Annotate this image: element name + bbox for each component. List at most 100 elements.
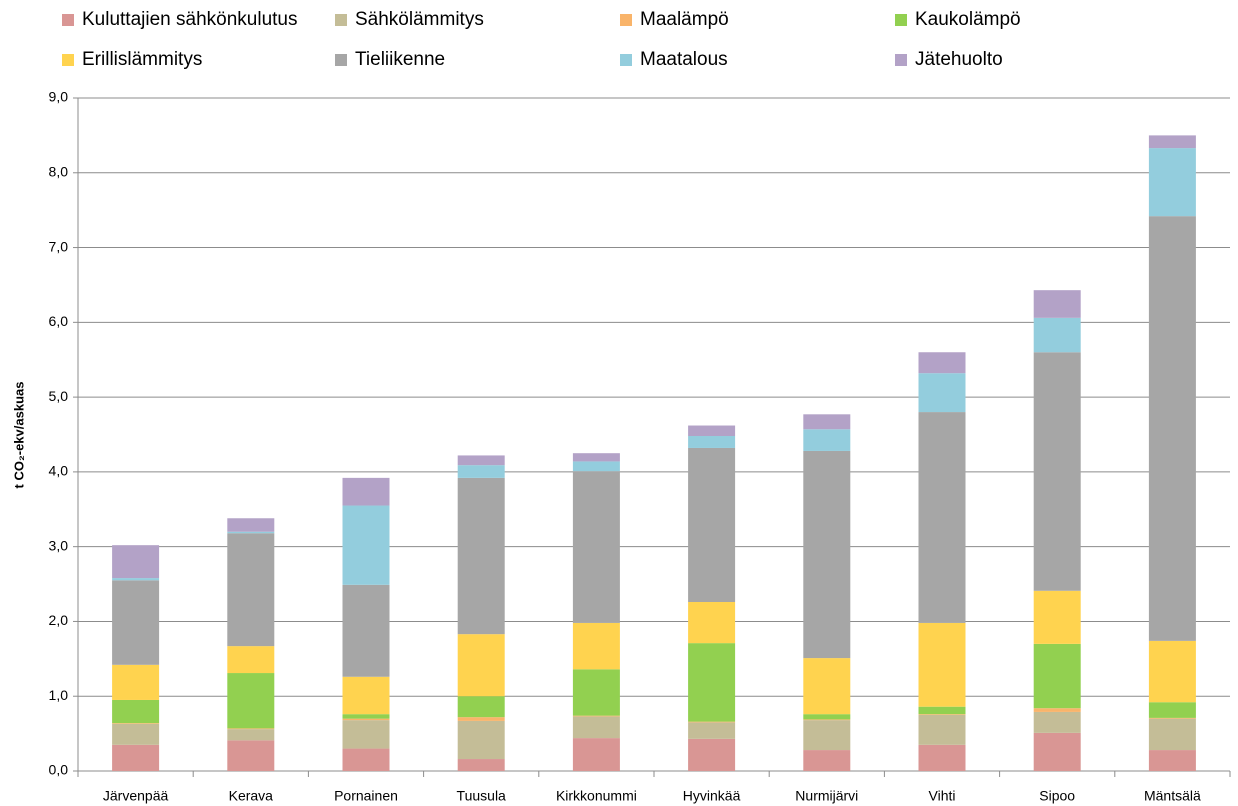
bar-segment — [688, 738, 736, 771]
bar-segment — [342, 714, 390, 719]
x-tick-label: Järvenpää — [103, 788, 169, 804]
y-axis-label: t CO₂-ekv/askuas — [11, 382, 26, 489]
bar-segment — [1148, 135, 1196, 149]
bar-segment — [918, 744, 966, 771]
bar-segment — [1148, 718, 1196, 751]
bar-segment — [803, 719, 851, 721]
bar-segment — [1033, 290, 1081, 318]
bar-segment — [688, 602, 736, 644]
bar-segment — [112, 744, 160, 771]
y-tick-label: 7,0 — [49, 238, 69, 254]
x-tick-label: Pornainen — [334, 788, 398, 804]
y-tick-label: 5,0 — [49, 388, 69, 404]
bar-segment — [1033, 708, 1081, 712]
bar-segment — [112, 723, 160, 745]
bar-segment — [227, 740, 275, 771]
bar-segment — [572, 716, 620, 739]
bar-segment — [1148, 640, 1196, 703]
legend-swatch — [620, 54, 632, 66]
y-tick-label: 2,0 — [49, 612, 69, 628]
y-tick-label: 4,0 — [49, 463, 69, 479]
legend-swatch — [335, 14, 347, 26]
x-tick-label: Mäntsälä — [1144, 788, 1201, 804]
bar-segment — [1033, 643, 1081, 709]
bar-segment — [918, 714, 966, 745]
y-tick-label: 1,0 — [49, 687, 69, 703]
x-tick-label: Sipoo — [1039, 788, 1075, 804]
bar-segment — [688, 643, 736, 722]
legend-label: Erillislämmitys — [82, 49, 202, 70]
legend-label: Maalämpö — [640, 9, 729, 30]
bar-segment — [1148, 717, 1196, 719]
bar-segment — [1148, 750, 1196, 771]
bar-segment — [227, 729, 275, 741]
bar-segment — [342, 720, 390, 749]
legend-swatch — [895, 14, 907, 26]
bar-segment — [688, 722, 736, 739]
bar-segment — [112, 578, 160, 581]
legend-label: Tieliikenne — [355, 49, 445, 70]
bar-segment — [1033, 732, 1081, 771]
bar-segment — [457, 465, 505, 478]
x-tick-label: Kirkkonummi — [556, 788, 637, 804]
x-tick-label: Hyvinkää — [683, 788, 741, 804]
bar-segment — [688, 447, 736, 603]
bar-segment — [1148, 702, 1196, 718]
bar-segment — [227, 518, 275, 532]
bar-segment — [572, 453, 620, 462]
bar-segment — [342, 584, 390, 677]
bar-segment — [803, 658, 851, 715]
bar-segment — [688, 721, 736, 723]
bar-segment — [457, 696, 505, 718]
legend-label: Kaukolämpö — [915, 9, 1021, 30]
bar-segment — [803, 714, 851, 720]
bar-segment — [342, 676, 390, 715]
bar-segment — [572, 622, 620, 670]
bar-segment — [803, 750, 851, 771]
bar-segment — [342, 748, 390, 771]
bar-segment — [457, 634, 505, 697]
y-tick-label: 3,0 — [49, 537, 69, 553]
x-tick-label: Vihti — [929, 788, 956, 804]
bar-segment — [572, 461, 620, 472]
legend-label: Maatalous — [640, 49, 728, 70]
legend-label: Jätehuolto — [915, 49, 1003, 70]
bar-segment — [688, 425, 736, 436]
bar-segment — [803, 414, 851, 430]
x-tick-label: Nurmijärvi — [795, 788, 858, 804]
legend-label: Sähkölämmitys — [355, 9, 484, 30]
bar-segment — [918, 706, 966, 715]
bar-segment — [803, 429, 851, 451]
y-tick-label: 6,0 — [49, 313, 69, 329]
bar-segment — [803, 450, 851, 659]
bar-segment — [112, 545, 160, 579]
bar-segment — [1033, 590, 1081, 644]
bar-segment — [1033, 352, 1081, 591]
bar-segment — [572, 471, 620, 623]
bar-segment — [342, 718, 390, 721]
bar-segment — [227, 531, 275, 534]
bar-segment — [918, 622, 966, 707]
bar-segment — [457, 717, 505, 721]
x-tick-label: Kerava — [229, 788, 274, 804]
bar-segment — [112, 664, 160, 700]
bar-segment — [457, 477, 505, 635]
legend-swatch — [620, 14, 632, 26]
bar-segment — [803, 720, 851, 751]
y-tick-label: 9,0 — [49, 89, 69, 105]
legend-swatch — [62, 14, 74, 26]
bar-segment — [112, 723, 160, 724]
bar-segment — [1033, 317, 1081, 353]
bar-segment — [457, 455, 505, 466]
bar-segment — [918, 714, 966, 715]
bar-segment — [1148, 148, 1196, 217]
bar-segment — [572, 669, 620, 716]
legend-swatch — [335, 54, 347, 66]
bar-segment — [112, 580, 160, 665]
bar-segment — [227, 646, 275, 674]
bar-segment — [457, 720, 505, 760]
legend-swatch — [895, 54, 907, 66]
bar-segment — [918, 412, 966, 623]
bar-segment — [572, 738, 620, 771]
y-tick-label: 8,0 — [49, 163, 69, 179]
